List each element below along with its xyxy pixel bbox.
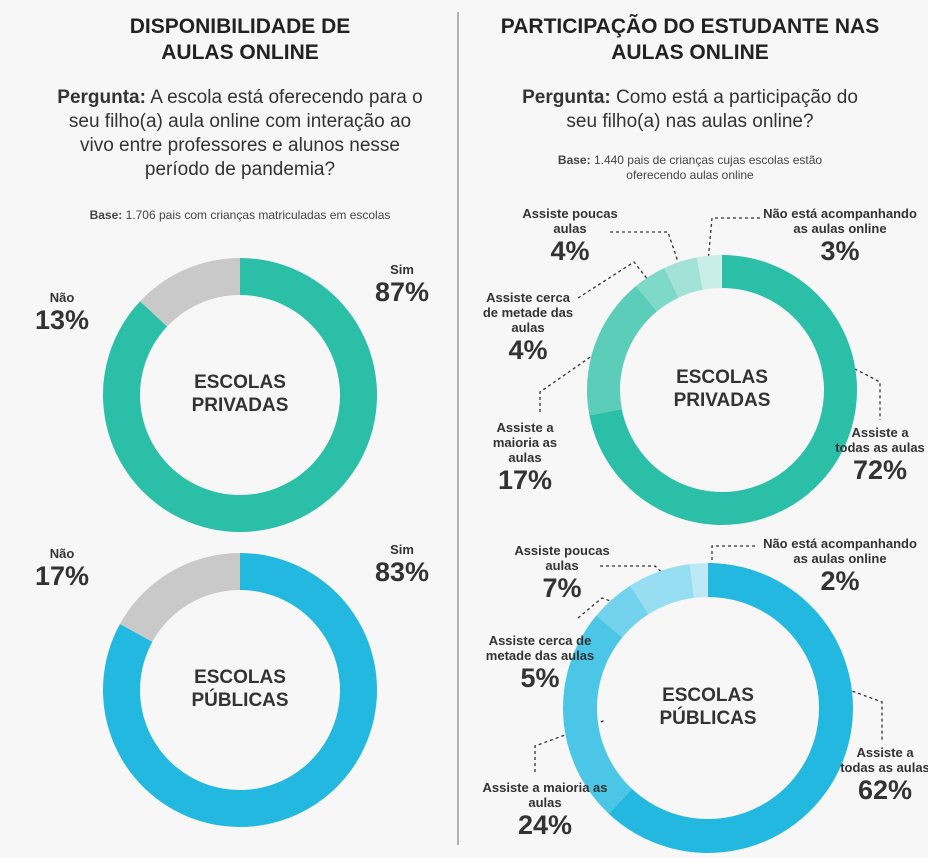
text: 24% bbox=[517, 810, 573, 840]
text: 7% bbox=[542, 573, 582, 603]
text: Base: bbox=[557, 153, 591, 167]
text: 83% bbox=[374, 557, 430, 587]
text: Não está acompanhando as aulas online bbox=[763, 536, 917, 566]
text: 4% bbox=[550, 236, 590, 266]
text: PARTICIPAÇÃO DO ESTUDANTE NAS AULAS ONLI… bbox=[500, 15, 880, 64]
leader-line bbox=[707, 217, 760, 263]
text: Pergunta: bbox=[522, 87, 611, 108]
donut-center-label: ESCOLAS PRIVADAS bbox=[657, 366, 787, 412]
text: ESCOLAS PÚBLICAS bbox=[191, 667, 289, 711]
donut-center-label: ESCOLAS PRIVADAS bbox=[175, 371, 305, 417]
donut-segment bbox=[635, 267, 679, 312]
text: Assiste a maioria as aulas bbox=[482, 780, 608, 810]
text: 5% bbox=[520, 663, 560, 693]
leader-line bbox=[577, 597, 643, 619]
text: Não bbox=[49, 546, 75, 561]
segment-label: Assiste poucas aulas 4% bbox=[520, 206, 620, 267]
panel-base: Base: 1.440 pais de crianças cujas escol… bbox=[545, 153, 835, 183]
segment-label: Assiste cerca de metade das aulas 5% bbox=[475, 633, 605, 694]
panel-base: Base: 1.706 pais com crianças matriculad… bbox=[30, 208, 450, 223]
text: 2% bbox=[820, 566, 860, 596]
text: Como está a participação do seu filho(a)… bbox=[566, 87, 858, 132]
text: 13% bbox=[34, 305, 90, 335]
donut-segment bbox=[119, 553, 240, 642]
text: 3% bbox=[820, 236, 860, 266]
leader-line bbox=[534, 719, 607, 772]
segment-label: Assiste a maioria as aulas 17% bbox=[475, 420, 575, 496]
donut-center-label: ESCOLAS PÚBLICAS bbox=[643, 684, 773, 730]
panel-question: Pergunta: Como está a participação do se… bbox=[505, 86, 875, 134]
segment-label: Não está acompanhando as aulas online 3% bbox=[755, 206, 925, 267]
text: Assiste a todas as aulas bbox=[835, 425, 925, 455]
text: 17% bbox=[497, 465, 553, 495]
text: Pergunta: bbox=[57, 87, 146, 108]
text: Assiste poucas aulas bbox=[522, 206, 618, 236]
panel-question: Pergunta: A escola está oferecendo para … bbox=[55, 86, 425, 182]
text: Assiste a todas as aulas bbox=[840, 745, 928, 775]
donut-segment bbox=[140, 258, 240, 327]
text: Sim bbox=[390, 262, 414, 277]
donut-segment bbox=[696, 255, 722, 290]
donut-segment bbox=[630, 564, 695, 615]
text: Assiste poucas aulas bbox=[514, 543, 610, 573]
donut-center-label: ESCOLAS PÚBLICAS bbox=[175, 666, 305, 712]
donut-segment bbox=[596, 585, 649, 638]
donut-segment bbox=[664, 257, 703, 298]
text: 62% bbox=[857, 775, 913, 805]
segment-label: Sim 87% bbox=[362, 262, 442, 308]
text: Assiste cerca de metade das aulas bbox=[482, 290, 574, 335]
segment-label: Assiste a maioria as aulas 24% bbox=[480, 780, 610, 841]
text: Assiste a maioria as aulas bbox=[492, 420, 558, 465]
text: ESCOLAS PRIVADAS bbox=[673, 367, 771, 411]
text: DISPONIBILIDADE DE AULAS ONLINE bbox=[129, 15, 351, 64]
text: 4% bbox=[508, 335, 548, 365]
segment-label: Assiste a todas as aulas 62% bbox=[840, 745, 928, 806]
text: ESCOLAS PRIVADAS bbox=[191, 372, 289, 416]
leader-line bbox=[610, 231, 681, 269]
segment-label: Não está acompanhando as aulas online 2% bbox=[755, 536, 925, 597]
leader-line bbox=[711, 545, 755, 580]
text: Base: bbox=[89, 208, 123, 222]
segment-label: Assiste a todas as aulas 72% bbox=[835, 425, 925, 486]
text: Sim bbox=[390, 542, 414, 557]
text: A escola está oferecendo para o seu filh… bbox=[68, 87, 423, 180]
leader-line bbox=[539, 341, 613, 412]
text: 1.706 pais com crianças matriculadas em … bbox=[125, 208, 391, 222]
segment-label: Não 17% bbox=[22, 546, 102, 592]
donut-segment bbox=[608, 563, 854, 853]
panel-title: PARTICIPAÇÃO DO ESTUDANTE NAS AULAS ONLI… bbox=[500, 14, 880, 66]
text: 72% bbox=[852, 455, 908, 485]
text: Assiste cerca de metade das aulas bbox=[485, 633, 595, 663]
text: 1.440 pais de crianças cujas escolas est… bbox=[593, 153, 823, 182]
donut-segment bbox=[587, 285, 657, 416]
text: ESCOLAS PÚBLICAS bbox=[659, 685, 757, 729]
panel-title: DISPONIBILIDADE DE AULAS ONLINE bbox=[100, 14, 380, 66]
donut-segment bbox=[562, 615, 633, 814]
segment-label: Não 13% bbox=[22, 290, 102, 336]
donut-segment bbox=[689, 563, 708, 598]
text: 17% bbox=[34, 561, 90, 591]
segment-label: Assiste poucas aulas 7% bbox=[512, 543, 612, 604]
segment-label: Assiste cerca de metade das aulas 4% bbox=[478, 290, 578, 366]
segment-label: Sim 83% bbox=[362, 542, 442, 588]
text: Não está acompanhando as aulas online bbox=[763, 206, 917, 236]
text: 87% bbox=[374, 277, 430, 307]
text: Não bbox=[49, 290, 75, 305]
